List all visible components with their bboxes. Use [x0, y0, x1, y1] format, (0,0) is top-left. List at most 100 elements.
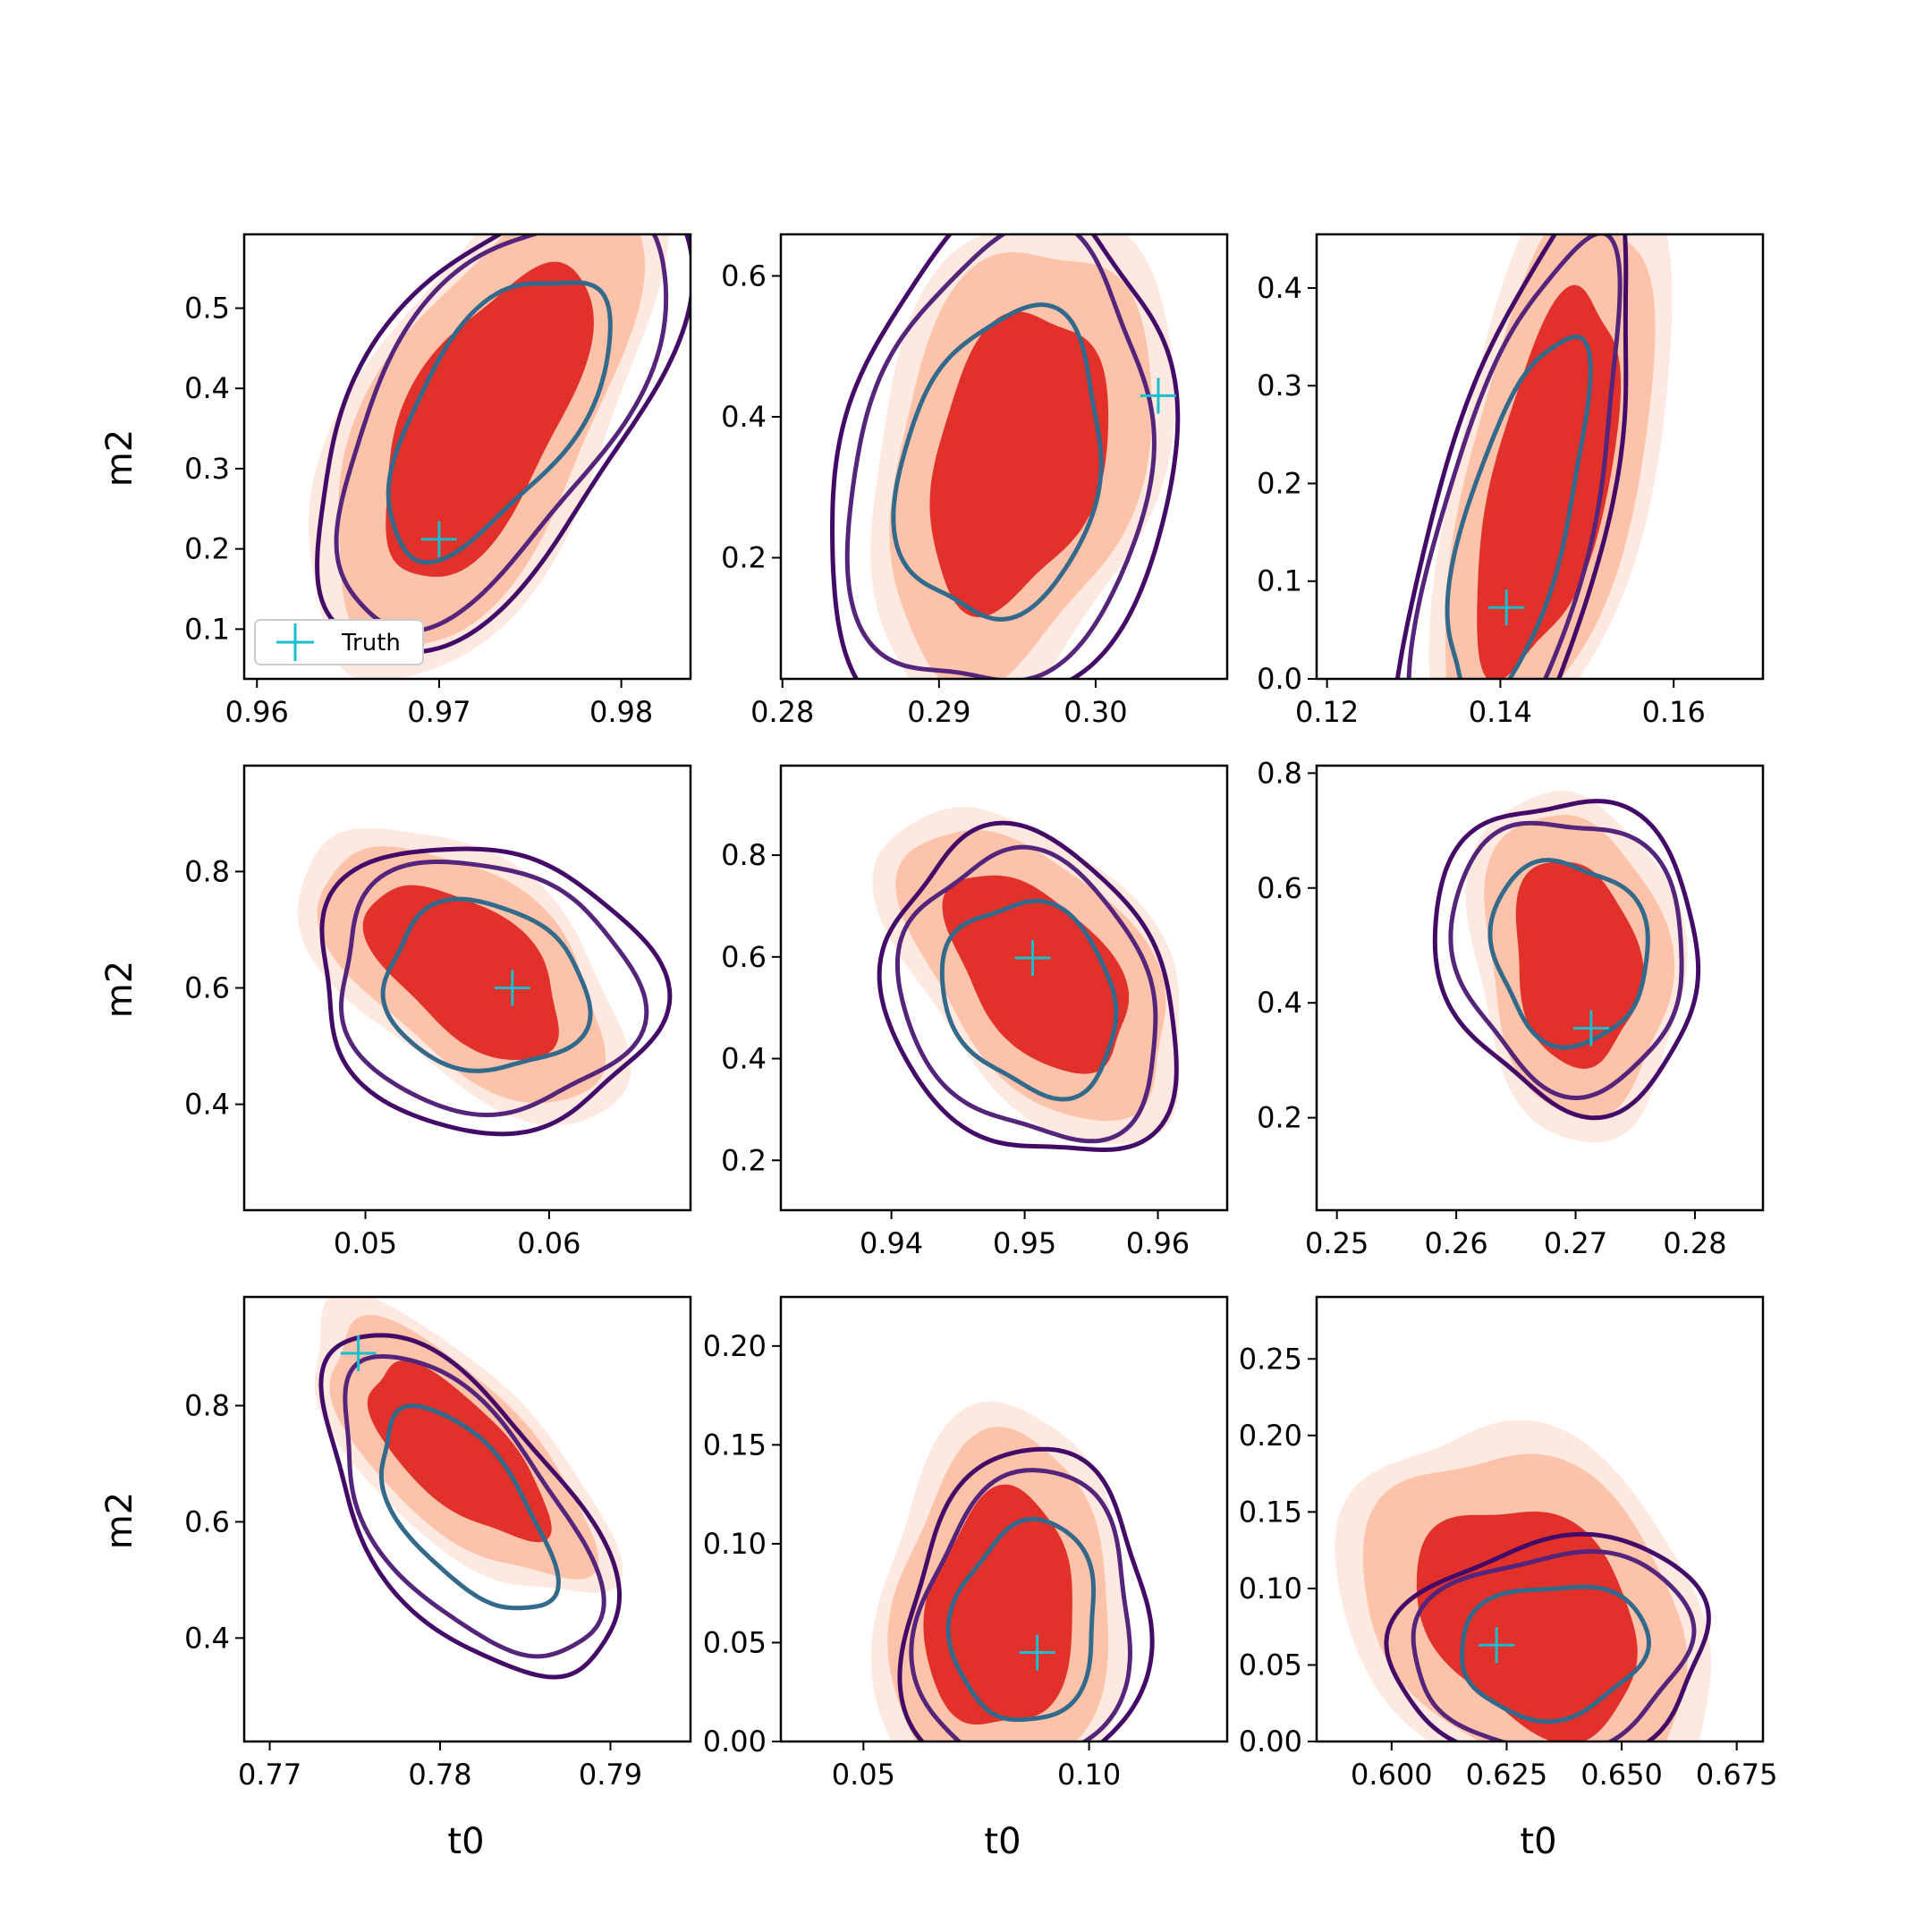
x-tick-label: 0.96 [1126, 1226, 1190, 1260]
filled-level-inner [923, 1484, 1072, 1725]
y-tick-label: 0.25 [1239, 1342, 1302, 1376]
y-tick-label: 0.6 [721, 940, 767, 974]
y-tick-label: 0.2 [184, 532, 230, 566]
x-tick-label: 0.05 [334, 1226, 397, 1260]
filled-level-inner [1515, 861, 1644, 1069]
contour-line-outer [1432, 799, 1701, 1121]
x-tick-label: 0.79 [579, 1758, 642, 1792]
filled-level-inner [386, 261, 594, 577]
y-tick-label: 0.05 [1239, 1648, 1302, 1682]
panel-frame [1315, 233, 1765, 681]
x-tick-label: 0.30 [1063, 695, 1127, 729]
panel-frame [242, 233, 692, 681]
y-tick-label: 0.4 [184, 1088, 230, 1122]
panel-row3-col2: 0.05 0.10 0.00 0.05 0.10 0.15 0.20 [703, 1295, 1229, 1792]
x-tick-label: 0.27 [1544, 1226, 1607, 1260]
plot-area [308, 234, 691, 679]
x-tick-label: 0.14 [1469, 695, 1532, 729]
contour-line-mid [909, 1468, 1132, 1741]
contour-line-inner [386, 280, 613, 565]
y-tick-label: 0.00 [1239, 1724, 1302, 1758]
x-tick-label: 0.77 [238, 1758, 301, 1792]
y-tick-label: 0.4 [1257, 986, 1302, 1020]
x-tick-label: 0.16 [1642, 695, 1706, 729]
y-tick-label: 0.00 [703, 1724, 767, 1758]
x-axis-label-col3: t0 [1520, 1821, 1556, 1862]
x-tick-label: 0.10 [1057, 1758, 1121, 1792]
y-tick-label: 0.6 [184, 971, 230, 1005]
legend-label-truth: Truth [341, 630, 401, 657]
legend: Truth [254, 619, 424, 665]
x-tick-label: 0.98 [589, 695, 653, 729]
plot-area [872, 807, 1180, 1153]
x-tick-label: 0.29 [907, 695, 970, 729]
plot-area [830, 234, 1181, 679]
contour-line-outer [1394, 234, 1629, 679]
plot-area [297, 827, 673, 1137]
y-tick-label: 0.2 [721, 541, 767, 575]
y-tick-label: 0.1 [1257, 564, 1302, 598]
x-tick-label: 0.97 [407, 695, 470, 729]
y-tick-label: 0.20 [1239, 1419, 1302, 1453]
y-tick-label: 0.4 [1257, 271, 1302, 305]
contour-line-outer [315, 234, 691, 655]
panel-row3-col1: 0.77 0.78 0.79 0.4 0.6 0.8 [184, 1295, 692, 1792]
contour-line-outer [877, 820, 1179, 1153]
x-tick-label: 0.26 [1424, 1226, 1487, 1260]
y-axis-label-row2: m2 [99, 961, 140, 1018]
panel-frame [1315, 764, 1765, 1212]
y-tick-label: 0.6 [184, 1504, 230, 1538]
y-tick-label: 0.8 [184, 1388, 230, 1422]
y-tick-label: 0.4 [184, 1621, 230, 1655]
x-tick-label: 0.650 [1580, 1758, 1663, 1792]
panel-row2-col1: 0.05 0.06 0.4 0.6 0.8 [184, 764, 692, 1260]
panel-row1-col3: 0.12 0.14 0.16 0.0 0.1 0.2 0.3 0.4 [1257, 233, 1765, 729]
contour-line-inner [939, 898, 1119, 1102]
panel-grid: 0.96 0.97 0.980.10.20.30.40.50.28 0.29 0.300… [184, 233, 1778, 1792]
y-tick-label: 0.05 [703, 1625, 767, 1659]
x-tick-label: 0.625 [1466, 1758, 1548, 1792]
y-tick-label: 0.4 [184, 371, 230, 405]
x-tick-label: 0.78 [408, 1758, 471, 1792]
contour-line-outer [897, 1446, 1155, 1741]
x-tick-label: 0.675 [1696, 1758, 1778, 1792]
contour-line-inner [891, 302, 1104, 623]
x-tick-label: 0.25 [1305, 1226, 1368, 1260]
y-tick-label: 0.20 [703, 1329, 767, 1363]
x-tick-label: 0.05 [832, 1758, 895, 1792]
y-tick-label: 0.4 [721, 1042, 767, 1076]
plot-area [870, 1401, 1155, 1741]
contour-line-inner [1487, 858, 1650, 1050]
y-tick-label: 0.2 [1257, 1101, 1302, 1135]
x-tick-label: 0.12 [1295, 695, 1359, 729]
y-tick-label: 0.10 [1239, 1572, 1302, 1606]
contour-line-inner [945, 1516, 1097, 1723]
contour-line-mid [894, 844, 1158, 1144]
panel-frame [779, 764, 1229, 1212]
y-tick-label: 0.2 [721, 1143, 767, 1177]
plot-area [1335, 1419, 1712, 1741]
y-axis-label-row3: m2 [99, 1492, 140, 1549]
x-tick-label: 0.06 [517, 1226, 580, 1260]
panel-row1-col2: 0.28 0.29 0.30 0.2 0.4 0.6 [721, 233, 1229, 729]
x-tick-label: 0.96 [225, 695, 289, 729]
contour-line-outer [319, 846, 673, 1137]
y-tick-label: 0.2 [1257, 466, 1302, 500]
x-tick-label: 0.28 [750, 695, 814, 729]
y-tick-label: 0.3 [1257, 369, 1302, 402]
contour-line-mid [1448, 820, 1684, 1100]
x-tick-label: 0.94 [860, 1226, 923, 1260]
contour-line-outer [1384, 1531, 1711, 1741]
x-axis-label-col2: t0 [984, 1821, 1021, 1862]
contour-line-inner [1445, 334, 1593, 679]
x-tick-label: 0.600 [1351, 1758, 1433, 1792]
contour-line-mid [844, 234, 1157, 679]
contour-line-outer [830, 234, 1181, 679]
y-tick-label: 0.6 [1257, 871, 1302, 905]
contour-line-inner [380, 896, 593, 1073]
contour-line-inner [378, 1403, 561, 1611]
x-tick-label: 0.95 [993, 1226, 1056, 1260]
y-tick-label: 0.3 [184, 452, 230, 486]
panel-frame [779, 233, 1229, 681]
